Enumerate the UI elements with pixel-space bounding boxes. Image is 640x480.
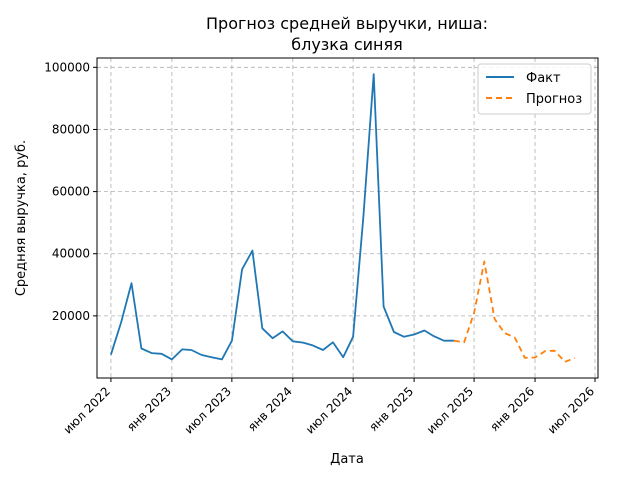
- x-tick-label: янв 2026: [487, 384, 537, 434]
- x-tick-label: июл 2024: [303, 384, 355, 436]
- x-tick-label: июл 2026: [545, 384, 597, 436]
- y-axis-label: Средняя выручка, руб.: [14, 140, 29, 296]
- y-tick-label: 20000: [52, 309, 90, 323]
- grid: [97, 58, 598, 378]
- x-tick-label: июл 2022: [61, 384, 113, 436]
- x-tick-label: янв 2024: [245, 384, 295, 434]
- y-tick-label: 60000: [52, 185, 90, 199]
- y-tick-label: 80000: [52, 122, 90, 136]
- chart-title-line-1: Прогноз средней выручки, ниша:: [206, 14, 488, 33]
- x-tick-label: янв 2023: [124, 384, 174, 434]
- x-tick-label: янв 2025: [366, 384, 416, 434]
- y-axis: 20000 40000 60000 80000 100000: [44, 60, 97, 323]
- x-tick-label: июл 2023: [182, 384, 234, 436]
- series-line-forecast: [453, 260, 576, 363]
- legend-label-forecast: Прогноз: [526, 92, 582, 107]
- x-axis: июл 2022 янв 2023 июл 2023 янв 2024 июл 2024…: [61, 378, 597, 437]
- y-tick-label: 40000: [52, 247, 90, 261]
- plot-frame: [96, 57, 599, 379]
- series-line-fact: [110, 73, 454, 361]
- x-axis-label: Дата: [330, 452, 364, 467]
- series-layer: [110, 73, 576, 363]
- y-tick-label: 100000: [44, 60, 90, 74]
- x-tick-label: июл 2025: [424, 384, 476, 436]
- legend-label-fact: Факт: [526, 71, 561, 86]
- legend: Факт Прогноз: [477, 63, 592, 115]
- chart-title-line-2: блузка синяя: [291, 35, 403, 54]
